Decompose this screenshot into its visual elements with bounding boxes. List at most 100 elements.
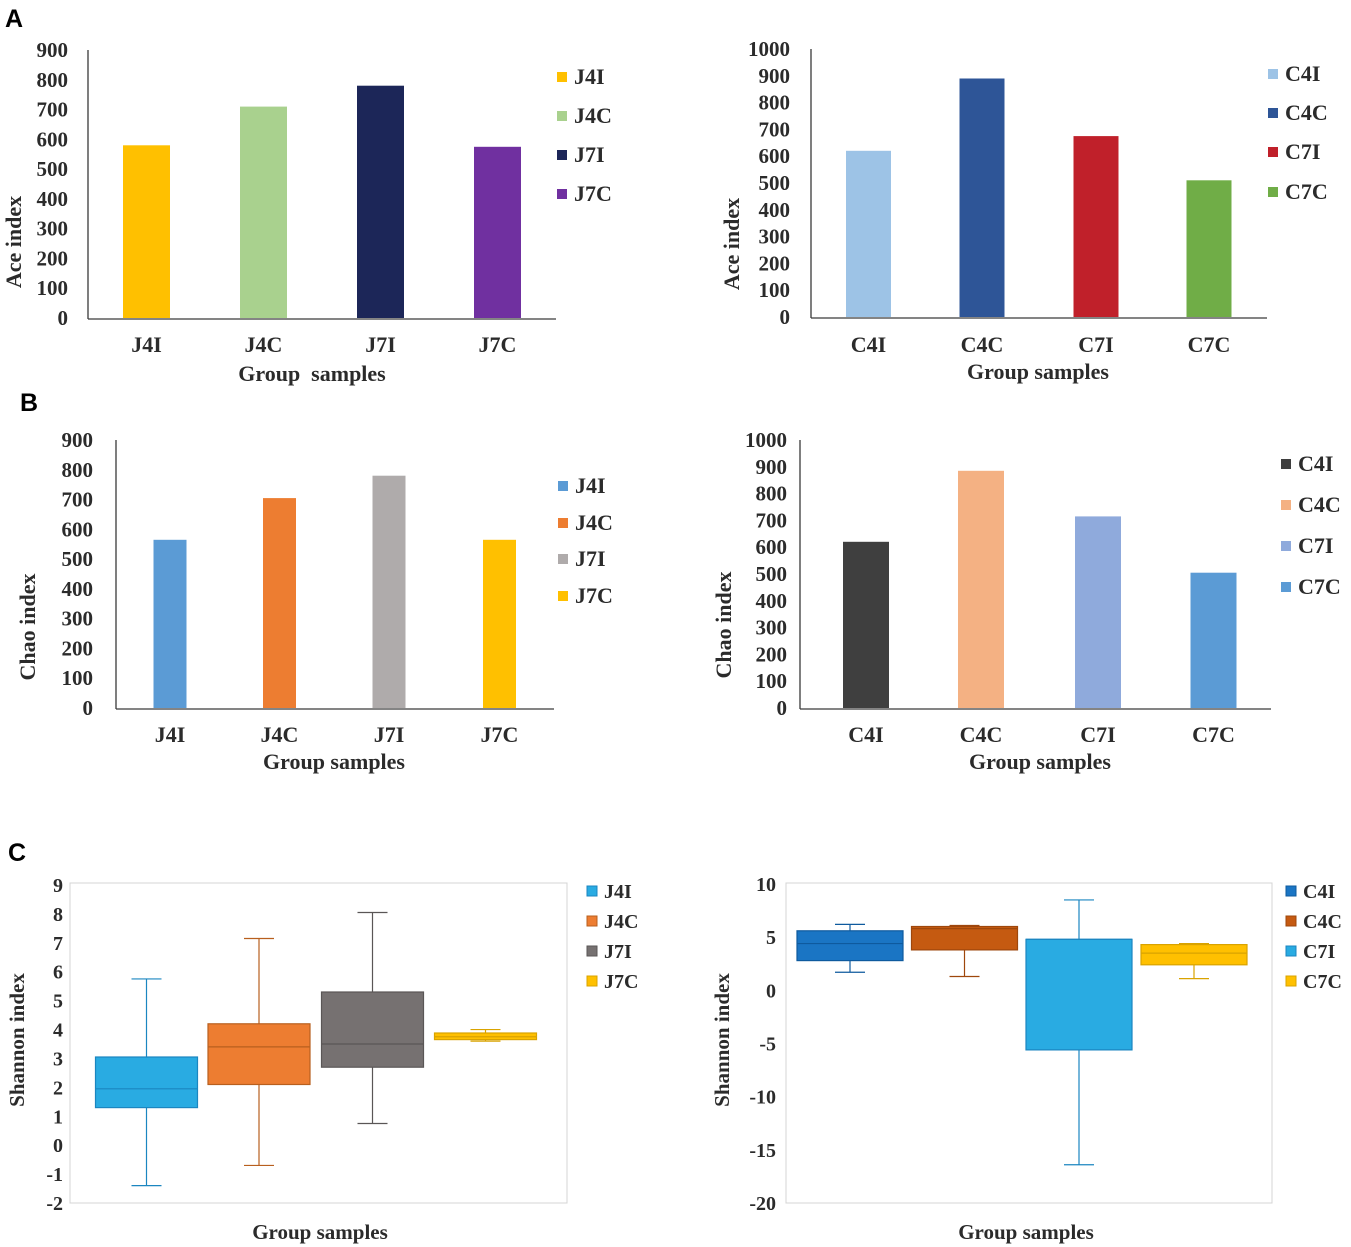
legend-swatch [558, 518, 568, 528]
y-tick-label: 900 [62, 428, 94, 452]
y-tick-label: 500 [759, 171, 791, 195]
x-tick-label: J7C [479, 332, 517, 357]
y-axis-title: Chao index [15, 574, 40, 681]
x-tick-label: C7I [1080, 722, 1115, 747]
y-tick-label: 2 [53, 1077, 63, 1099]
legend-label: J7C [574, 181, 612, 206]
y-axis-title: Shannon index [5, 973, 29, 1107]
bar-c4i [846, 150, 891, 317]
y-tick-label: -20 [749, 1193, 776, 1215]
box-c4i [796, 930, 904, 962]
legend-label: C4C [1285, 100, 1328, 125]
y-tick-label: 100 [759, 278, 791, 302]
y-tick-label: 400 [37, 187, 69, 211]
y-tick-label: 600 [62, 517, 94, 541]
legend-label: C7C [1298, 574, 1341, 599]
y-tick-label: 0 [766, 980, 776, 1002]
y-axis-title: Ace index [719, 198, 744, 290]
bar-j4c [263, 498, 296, 708]
y-tick-label: 700 [37, 98, 69, 122]
y-axis-title: Chao index [711, 572, 736, 679]
y-tick-label: 500 [37, 157, 69, 181]
y-tick-label: -15 [749, 1140, 776, 1162]
legend-swatch [558, 554, 568, 564]
plot-area-frame [69, 882, 568, 1204]
legend-swatch [586, 975, 598, 987]
y-tick-label: 900 [759, 64, 791, 88]
bar-j7i [357, 85, 404, 318]
bar-j4c [240, 106, 287, 318]
x-tick-label: C4C [960, 722, 1003, 747]
legend-swatch [557, 111, 567, 121]
x-tick-label: J7I [374, 722, 405, 747]
y-tick-label: 800 [62, 458, 94, 482]
legend-label: C7I [1303, 941, 1335, 963]
y-tick-label: 700 [759, 117, 791, 141]
bar-c4c [958, 470, 1004, 708]
legend-swatch [1268, 187, 1278, 197]
y-tick-label: 0 [58, 306, 69, 330]
legend-swatch [557, 72, 567, 82]
y-tick-label: 400 [62, 577, 94, 601]
legend-swatch [1285, 885, 1297, 897]
y-tick-label: 8 [53, 904, 63, 926]
y-tick-label: 10 [756, 874, 776, 896]
y-tick-label: 200 [62, 636, 94, 660]
y-tick-label: 400 [756, 589, 788, 613]
legend-label: C4C [1298, 492, 1341, 517]
x-tick-label: J4C [245, 332, 283, 357]
legend-swatch [558, 591, 568, 601]
bar-c7c [1190, 572, 1237, 708]
panel-label-c: C [8, 839, 26, 867]
legend-swatch [557, 189, 567, 199]
y-tick-label: 1000 [745, 428, 787, 452]
x-tick-label: J7C [481, 722, 519, 747]
panel-label-b: B [20, 389, 38, 417]
legend-label: J4C [574, 103, 612, 128]
legend-swatch [558, 481, 568, 491]
y-tick-label: 900 [37, 38, 69, 62]
legend-label: J7C [575, 583, 613, 608]
x-axis-title: Group samples [263, 749, 405, 774]
ace-index-bar-chart-j: 0 100 200 300 400 500 600 700 800 900 J4I J4C J7I J7C… [1, 38, 612, 386]
x-tick-label: J7I [365, 332, 396, 357]
y-tick-label: 0 [53, 1135, 63, 1157]
legend-label: J4I [604, 881, 632, 903]
legend-label: C7C [1285, 179, 1328, 204]
y-axis-title: Ace index [1, 196, 26, 288]
legend-label: J7I [574, 142, 605, 167]
bar-j4i [153, 539, 187, 708]
y-tick-label: 800 [756, 482, 788, 506]
y-tick-label: -10 [749, 1087, 776, 1109]
legend-swatch [1268, 69, 1278, 79]
y-tick-label: 300 [37, 217, 69, 241]
bar-c7i [1075, 516, 1121, 708]
legend-label: J4C [575, 510, 613, 535]
x-axis-title: Group samples [967, 359, 1109, 384]
y-tick-label: 900 [756, 455, 788, 479]
y-tick-label: 9 [53, 875, 63, 897]
bar-c4i [843, 541, 889, 708]
legend-label: C4I [1285, 61, 1320, 86]
bar-j7i [372, 475, 406, 708]
y-tick-label: 500 [756, 562, 788, 586]
y-tick-label: -5 [759, 1034, 776, 1056]
y-tick-label: 800 [759, 91, 791, 115]
bar-j7c [474, 146, 521, 318]
bar-j4i [123, 145, 170, 318]
x-axis-title: Group samples [958, 1220, 1094, 1244]
y-tick-label: -1 [46, 1164, 63, 1186]
box-c7i [1025, 938, 1133, 1051]
legend-swatch [1285, 945, 1297, 957]
x-tick-label: C7C [1188, 332, 1231, 357]
y-tick-label: 200 [37, 246, 69, 270]
x-tick-label: C4I [851, 332, 886, 357]
y-tick-label: 5 [53, 991, 63, 1013]
legend-swatch [1281, 541, 1291, 551]
x-axis-title: Group samples [238, 361, 386, 386]
x-tick-label: C7I [1078, 332, 1113, 357]
y-tick-label: 100 [62, 666, 94, 690]
legend-label: J7I [604, 941, 632, 963]
